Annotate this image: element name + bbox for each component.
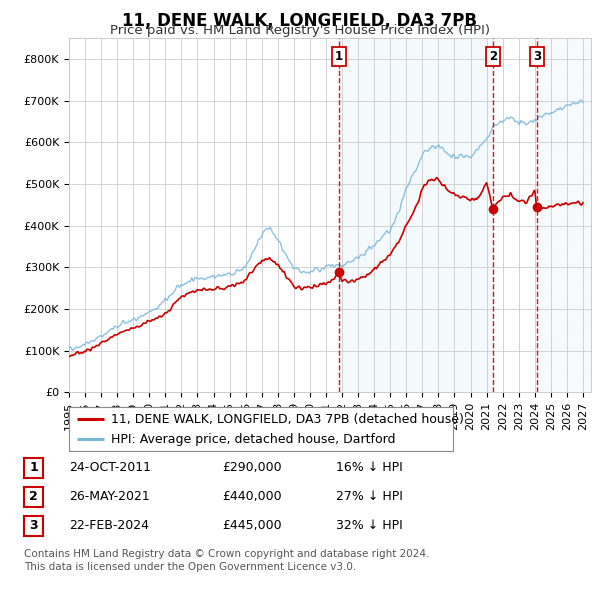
- Text: 16% ↓ HPI: 16% ↓ HPI: [336, 461, 403, 474]
- Text: 11, DENE WALK, LONGFIELD, DA3 7PB: 11, DENE WALK, LONGFIELD, DA3 7PB: [122, 12, 478, 30]
- Text: 3: 3: [533, 50, 541, 63]
- Text: £440,000: £440,000: [222, 490, 281, 503]
- Text: 2: 2: [489, 50, 497, 63]
- Text: 32% ↓ HPI: 32% ↓ HPI: [336, 519, 403, 532]
- Text: £290,000: £290,000: [222, 461, 281, 474]
- Text: 27% ↓ HPI: 27% ↓ HPI: [336, 490, 403, 503]
- Text: 24-OCT-2011: 24-OCT-2011: [69, 461, 151, 474]
- Bar: [537, 38, 591, 392]
- Text: This data is licensed under the Open Government Licence v3.0.: This data is licensed under the Open Gov…: [24, 562, 356, 572]
- Bar: [537, 38, 591, 392]
- Text: 1: 1: [29, 461, 38, 474]
- Text: 22-FEB-2024: 22-FEB-2024: [69, 519, 149, 532]
- Text: 26-MAY-2021: 26-MAY-2021: [69, 490, 150, 503]
- Text: 2: 2: [29, 490, 38, 503]
- Text: 1: 1: [335, 50, 343, 63]
- Text: Price paid vs. HM Land Registry's House Price Index (HPI): Price paid vs. HM Land Registry's House …: [110, 24, 490, 37]
- Text: 3: 3: [29, 519, 38, 532]
- Bar: [537, 38, 591, 392]
- Text: 11, DENE WALK, LONGFIELD, DA3 7PB (detached house): 11, DENE WALK, LONGFIELD, DA3 7PB (detac…: [111, 413, 464, 426]
- Bar: [339, 38, 493, 392]
- Text: £445,000: £445,000: [222, 519, 281, 532]
- Text: Contains HM Land Registry data © Crown copyright and database right 2024.: Contains HM Land Registry data © Crown c…: [24, 549, 430, 559]
- Text: HPI: Average price, detached house, Dartford: HPI: Average price, detached house, Dart…: [111, 433, 396, 446]
